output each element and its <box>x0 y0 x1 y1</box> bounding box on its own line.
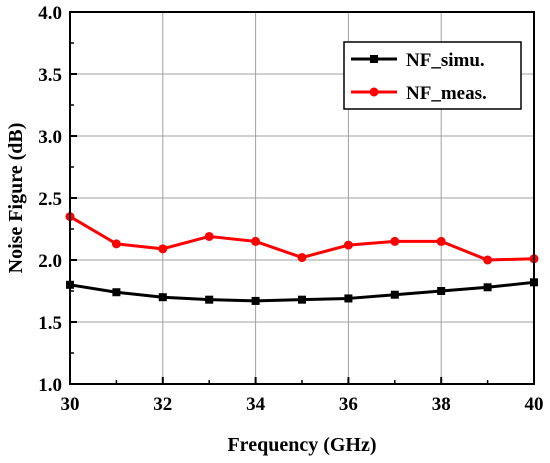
data-point-nf-meas <box>483 255 493 265</box>
x-axis-title: Frequency (GHz) <box>227 434 376 456</box>
y-tick-label: 2.5 <box>38 189 62 210</box>
y-tick-label: 2.0 <box>38 251 62 272</box>
axis-ticks <box>69 11 535 385</box>
tick-labels: 30 32 34 36 38 40 1.0 1.5 2.0 2.5 3.0 3.5 4.0 <box>38 3 543 415</box>
data-point-nf-meas <box>390 236 400 246</box>
y-axis-title: Noise Figure (dB) <box>5 123 27 274</box>
data-point-nf-meas <box>297 253 307 263</box>
data-point-nf-meas <box>111 239 121 249</box>
y-tick-label: 1.5 <box>38 313 62 334</box>
data-point-nf-simu <box>298 295 306 304</box>
data-point-nf-meas <box>204 231 214 241</box>
y-tick-label: 3.0 <box>38 127 62 148</box>
legend-marker-nf-simu <box>370 55 378 63</box>
x-tick-label: 38 <box>432 394 451 415</box>
data-point-nf-simu <box>158 293 167 302</box>
data-point-nf-simu <box>251 296 260 305</box>
y-tick-label: 1.0 <box>38 375 62 396</box>
legend-marker-nf-meas <box>369 87 379 97</box>
legend: NF_simu. NF_meas. <box>343 41 522 110</box>
x-tick-label: 34 <box>246 394 266 415</box>
data-point-nf-meas <box>251 236 261 246</box>
data-point-nf-meas <box>343 240 353 250</box>
legend-label-nf-simu: NF_simu. <box>406 50 485 71</box>
y-tick-label: 3.5 <box>38 65 62 86</box>
legend-box <box>343 41 522 110</box>
data-point-nf-simu <box>344 294 353 303</box>
x-tick-label: 36 <box>339 394 358 415</box>
series-layer <box>65 212 539 305</box>
data-point-nf-simu <box>205 295 214 304</box>
legend-label-nf-meas: NF_meas. <box>406 83 487 104</box>
data-point-nf-simu <box>437 287 446 295</box>
data-point-nf-meas <box>436 236 446 246</box>
x-tick-label: 30 <box>61 394 80 415</box>
x-tick-label: 40 <box>525 394 544 415</box>
x-tick-label: 32 <box>153 394 172 415</box>
y-tick-label: 4.0 <box>38 3 62 24</box>
data-point-nf-simu <box>390 290 399 299</box>
data-point-nf-meas <box>158 244 168 254</box>
data-point-nf-simu <box>483 283 492 292</box>
data-point-nf-simu <box>112 288 121 297</box>
